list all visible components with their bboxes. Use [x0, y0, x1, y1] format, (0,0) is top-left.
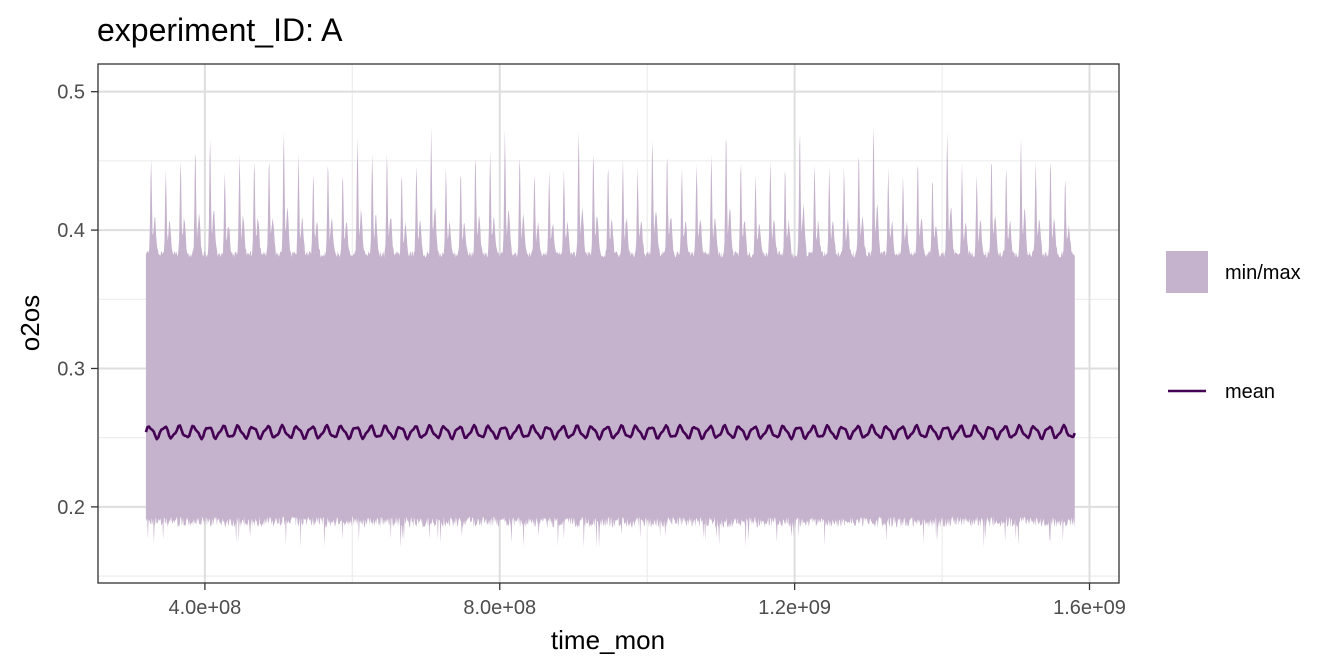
y-axis-title: o2os — [15, 295, 45, 351]
plot-panel-border — [97, 63, 1120, 584]
y-axis: 0.2 0.3 0.4 0.5 — [57, 82, 98, 519]
x-tick-label: 1.2e+09 — [758, 597, 831, 619]
legend: min/max mean — [1166, 251, 1301, 403]
x-axis-title: time_mon — [551, 625, 665, 655]
chart-title: experiment_ID: A — [97, 12, 343, 48]
legend-label-min-max: min/max — [1225, 262, 1301, 284]
y-tick-label: 0.5 — [57, 82, 85, 104]
y-tick-label: 0.3 — [57, 358, 85, 380]
x-tick-label: 1.6e+09 — [1053, 597, 1126, 619]
x-tick-label: 4.0e+08 — [168, 597, 241, 619]
y-tick-label: 0.4 — [57, 220, 85, 242]
y-tick-label: 0.2 — [57, 497, 85, 519]
legend-label-mean: mean — [1225, 381, 1275, 403]
x-tick-label: 8.0e+08 — [463, 597, 536, 619]
series-mean-line — [144, 423, 1076, 441]
line-layer — [144, 423, 1076, 441]
x-axis: 4.0e+08 8.0e+08 1.2e+09 1.6e+09 — [168, 583, 1126, 619]
ribbon-layer — [145, 126, 1075, 549]
series-min-max-ribbon — [145, 126, 1075, 549]
legend-key-min-max — [1166, 251, 1208, 293]
